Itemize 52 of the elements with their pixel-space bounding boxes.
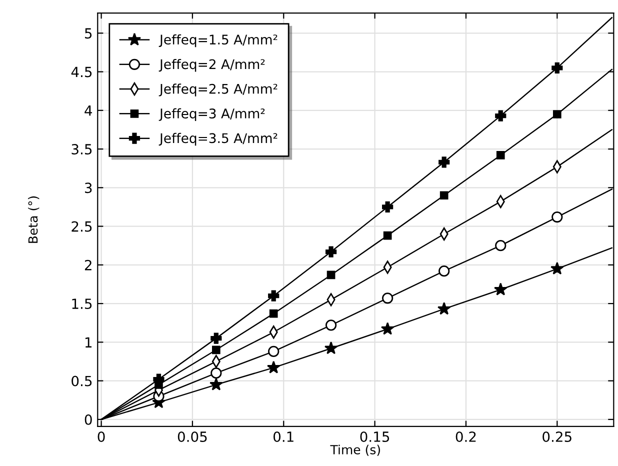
point	[552, 211, 563, 223]
point	[325, 246, 337, 258]
point	[325, 320, 337, 331]
point	[494, 282, 508, 296]
y-tick-label: 0.5	[72, 376, 92, 386]
y-tick-label: 3.5	[72, 144, 92, 154]
point	[210, 332, 222, 344]
point	[268, 346, 280, 358]
legend-label: Jeffeq=3.5 A/mm²	[158, 132, 278, 146]
point	[552, 110, 562, 118]
y-tick-label: 5	[85, 28, 92, 39]
point	[550, 262, 564, 275]
y-tick-label: 2	[84, 260, 92, 270]
point	[440, 191, 448, 200]
point	[438, 266, 450, 277]
point	[383, 231, 392, 240]
point	[496, 151, 505, 160]
legend-label: Jeffeq=1.5 A/mm²	[158, 34, 278, 48]
y-axis-title: Beta (°)	[28, 196, 40, 243]
x-tick-label: 0.1	[274, 431, 294, 442]
point	[382, 201, 394, 213]
x-tick-label: 0.05	[178, 431, 207, 442]
y-tick-label: 1.5	[72, 298, 92, 310]
x-tick-label: 0.25	[542, 431, 572, 442]
y-tick-label: 1	[85, 337, 92, 348]
point	[380, 322, 394, 335]
point	[212, 346, 220, 354]
legend-label: Jeffeq=2 A/mm²	[158, 58, 265, 72]
point	[266, 360, 280, 374]
y-tick-label: 4	[84, 106, 92, 116]
point	[324, 341, 338, 354]
point	[437, 302, 451, 315]
point	[552, 62, 563, 74]
point	[495, 240, 506, 252]
x-tick-label: 0.2	[456, 431, 476, 442]
legend-label: Jeffeq=3 A/mm²	[158, 108, 265, 122]
x-tick-label: 0	[98, 431, 105, 442]
y-tick-label: 0	[84, 414, 92, 425]
y-tick-label: 4.5	[71, 66, 92, 78]
point	[210, 368, 222, 379]
x-tick-label: 0.15	[360, 431, 390, 442]
y-tick-label: 2.5	[72, 221, 92, 232]
point	[210, 378, 223, 390]
point	[269, 309, 278, 318]
point	[326, 270, 336, 280]
x-axis-title: Time (s)	[330, 444, 380, 456]
point	[382, 292, 394, 304]
point	[438, 156, 450, 168]
y-tick-label: 3	[85, 182, 92, 194]
point	[268, 290, 280, 302]
point	[495, 110, 506, 122]
legend-label: Jeffeq=2.5 A/mm²	[158, 84, 278, 96]
